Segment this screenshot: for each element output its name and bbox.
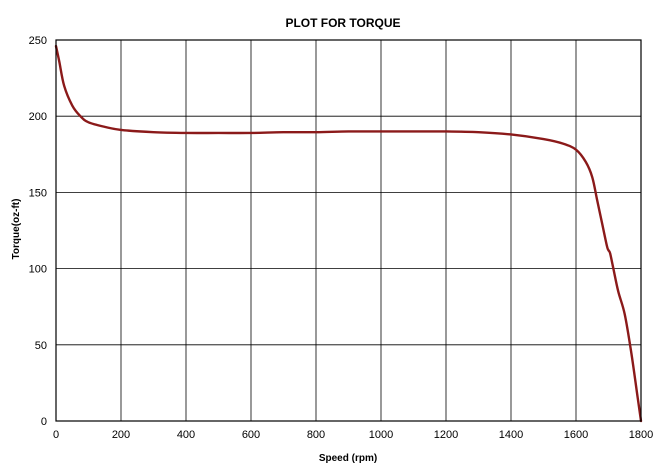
x-tick-label: 1800 [629, 429, 653, 441]
x-tick-label: 1400 [499, 429, 523, 441]
y-tick-labels: 0 50 100 150 200 250 [29, 35, 47, 428]
y-tick-label: 150 [29, 187, 47, 199]
plot-frame [55, 39, 642, 422]
torque-series-line [54, 44, 643, 423]
x-tick-label: 200 [112, 429, 130, 441]
x-tick-label: 1000 [369, 429, 393, 441]
x-tick-label: 600 [242, 429, 260, 441]
x-tick-label: 800 [307, 429, 325, 441]
chart-title: PLOT FOR TORQUE [285, 16, 400, 30]
y-axis-label: Torque(oz-ft) [11, 199, 22, 260]
series-layer [54, 44, 643, 423]
x-axis-label: Speed (rpm) [319, 453, 377, 464]
y-tick-label: 50 [35, 340, 47, 352]
y-tick-label: 250 [29, 35, 47, 47]
x-tick-labels: 0 200 400 600 800 1000 1200 1400 1600 1800 [53, 429, 653, 441]
x-tick-label: 1200 [434, 429, 458, 441]
x-tick-label: 400 [177, 429, 195, 441]
x-tick-label: 1600 [564, 429, 588, 441]
y-tick-label: 200 [29, 111, 47, 123]
y-tick-label: 100 [29, 264, 47, 276]
x-tick-label: 0 [53, 429, 59, 441]
y-tick-label: 0 [41, 416, 47, 428]
